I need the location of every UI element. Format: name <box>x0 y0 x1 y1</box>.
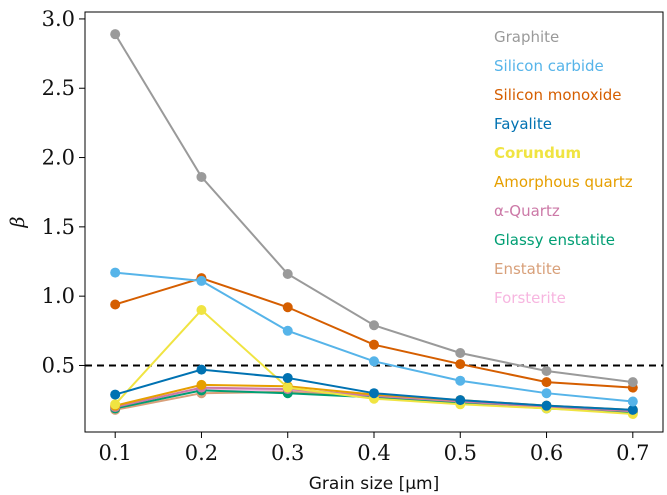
legend-entry: α-Quartz <box>494 202 560 220</box>
data-point <box>627 396 638 407</box>
data-point <box>455 375 466 386</box>
legend-entry: Silicon carbide <box>494 57 604 75</box>
legend-entry: Silicon monoxide <box>494 86 622 104</box>
data-point <box>110 399 121 410</box>
data-point <box>369 356 379 367</box>
data-point <box>455 347 466 358</box>
data-point <box>627 377 638 388</box>
data-point <box>541 377 552 388</box>
legend-entry: Glassy enstatite <box>494 231 615 249</box>
data-point <box>455 359 466 370</box>
data-point <box>282 382 293 393</box>
y-axis-label: β <box>7 216 29 228</box>
data-point <box>110 267 121 278</box>
y-tick-label: 1.5 <box>42 215 75 239</box>
data-point <box>541 400 552 411</box>
series-0 <box>110 29 638 388</box>
x-tick-label: 0.7 <box>616 441 649 465</box>
data-point <box>110 389 121 400</box>
x-tick-label: 0.1 <box>98 441 131 465</box>
legend-entry: Enstatite <box>494 260 561 278</box>
data-point <box>282 268 293 279</box>
data-point <box>282 325 293 336</box>
legend-entry: Fayalite <box>494 115 552 133</box>
y-tick-label: 1.0 <box>42 284 75 308</box>
data-point <box>196 275 207 286</box>
y-tick-label: 2.0 <box>42 146 75 170</box>
plot-frame <box>84 11 664 433</box>
data-point <box>455 395 466 406</box>
x-tick-label: 0.4 <box>357 441 390 465</box>
data-point <box>196 171 207 182</box>
y-tick-label: 2.5 <box>42 76 75 100</box>
data-point <box>369 388 379 399</box>
series-layer <box>110 29 638 419</box>
legend-entry: Amorphous quartz <box>494 173 633 191</box>
x-tick-label: 0.2 <box>185 441 218 465</box>
data-point <box>196 305 207 316</box>
series-1 <box>110 267 638 407</box>
x-tick-label: 0.3 <box>271 441 304 465</box>
data-point <box>541 366 552 377</box>
data-point <box>369 339 379 350</box>
data-point <box>282 372 293 383</box>
y-tick-label: 0.5 <box>42 353 75 377</box>
data-point <box>110 299 121 310</box>
data-point <box>369 320 379 331</box>
data-point <box>282 302 293 313</box>
data-point <box>627 404 638 415</box>
y-tick-label: 3.0 <box>42 7 75 31</box>
legend: Graphite Silicon carbide Silicon monoxide F… <box>494 28 633 307</box>
data-point <box>110 29 121 40</box>
data-point <box>196 379 207 390</box>
axes: 0.1 0.2 0.3 0.4 0.5 0.6 0.7 0.5 1.0 1.5 2.0 2.5 3.0 <box>42 7 664 465</box>
x-tick-label: 0.5 <box>444 441 477 465</box>
x-axis-label: Grain size [μm] <box>309 474 440 494</box>
legend-entry: Corundum <box>494 144 581 162</box>
data-point <box>196 364 207 375</box>
data-point <box>541 388 552 399</box>
x-tick-label: 0.6 <box>530 441 563 465</box>
legend-entry: Forsterite <box>494 289 566 307</box>
legend-entry: Graphite <box>494 28 559 46</box>
series-3 <box>110 364 638 415</box>
